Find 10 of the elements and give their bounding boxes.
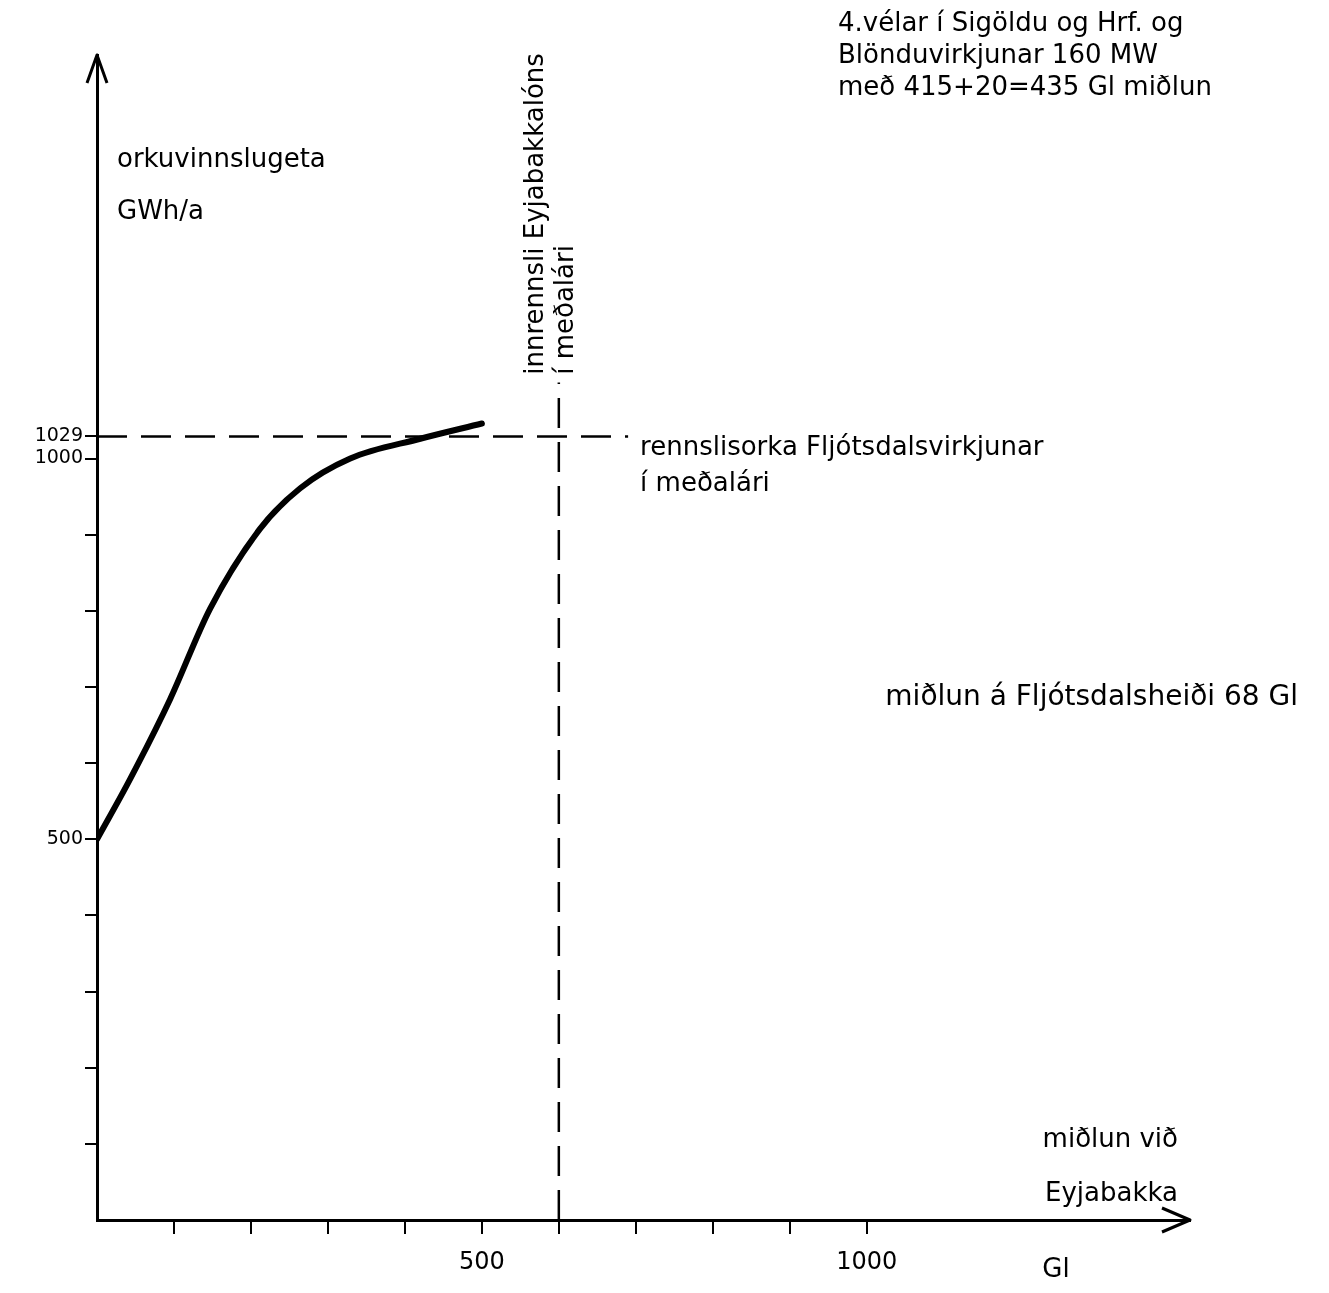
ref-line-label: rennslisorka Fljótsdalsvirkjunar í meðalári <box>640 431 1044 498</box>
annotation: miðlun á Fljótsdalsheiði 68 Gl <box>885 679 1298 713</box>
y-tick-label: 500 <box>46 826 83 849</box>
y-tick-label: 1029 <box>34 423 83 446</box>
ref-line-label: innrennsli Eyjabakkalóns í meðalári <box>518 53 579 375</box>
x-axis-title: miðlun við Eyjabakka <box>1042 1122 1178 1207</box>
y-tick-label: 1000 <box>34 445 83 468</box>
text: Gl <box>1042 1252 1070 1283</box>
annotation: 4.vélar í Sigöldu og Hrf. og Blönduvirkjunar 160 MW með 415+20=435 Gl miðlun <box>838 6 1212 101</box>
y-axis-title: orkuvinnslugeta GWh/a <box>117 142 326 225</box>
